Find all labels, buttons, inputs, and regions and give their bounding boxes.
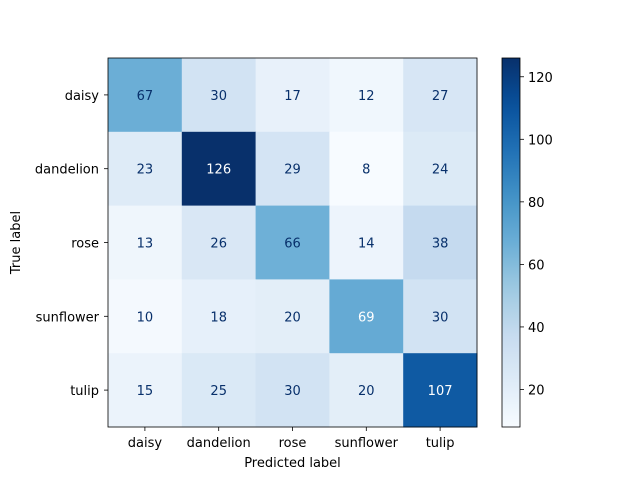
- cell-value-label: 38: [432, 237, 449, 252]
- heatmap-cells: [108, 58, 478, 428]
- heatmap-cell: [255, 353, 330, 428]
- x-tick-label: dandelion: [187, 436, 251, 451]
- heatmap-cell: [329, 131, 404, 207]
- heatmap-cell: [181, 205, 257, 280]
- heatmap-cell: [329, 353, 404, 428]
- cell-value-label: 30: [432, 310, 449, 325]
- heatmap-cell: [108, 353, 183, 428]
- cell-value-label: 20: [358, 384, 375, 399]
- colorbar-ticks: 20 40 60 80 100 120: [520, 71, 553, 398]
- cell-value-label: 30: [210, 89, 227, 104]
- heatmap-cell: [329, 205, 404, 280]
- colorbar: [501, 57, 521, 428]
- y-tick-label: sunflower: [36, 310, 100, 325]
- cell-value-label: 24: [432, 163, 449, 178]
- cell-value-label: 12: [358, 89, 375, 104]
- heatmap-cell: [108, 58, 183, 133]
- cell-value-label: 10: [137, 310, 154, 325]
- heatmap-cell: [329, 58, 404, 133]
- colorbar-tick-label: 20: [528, 383, 545, 398]
- cell-value-label: 30: [284, 384, 301, 399]
- cell-value-label: 18: [210, 310, 227, 325]
- x-tick-label: rose: [279, 436, 307, 451]
- heatmap-cell: [403, 353, 478, 428]
- y-tick-label: rose: [71, 237, 99, 252]
- colorbar-tick-label: 80: [528, 196, 545, 211]
- cell-value-label: 69: [358, 310, 375, 325]
- heatmap-cell: [255, 279, 330, 354]
- cell-value-label: 8: [362, 163, 370, 178]
- cell-value-label: 27: [432, 89, 449, 104]
- y-axis-ticks: daisy dandelion rose sunflower tulip: [35, 89, 108, 399]
- colorbar-tick-label: 100: [528, 133, 553, 148]
- x-axis-title: Predicted label: [244, 456, 341, 471]
- cell-value-label: 23: [137, 163, 154, 178]
- cell-value-label: 29: [284, 163, 301, 178]
- cell-value-label: 66: [284, 237, 301, 252]
- heatmap-cell: [181, 131, 257, 207]
- colorbar-tick-label: 120: [528, 71, 553, 86]
- colorbar-tick-label: 40: [528, 321, 545, 336]
- cell-value-label: 15: [137, 384, 154, 399]
- heatmap-cell: [329, 279, 404, 354]
- heatmap-cell: [255, 58, 330, 133]
- x-axis-ticks: daisy dandelion rose sunflower tulip: [128, 427, 455, 451]
- heatmap-cell: [403, 205, 478, 280]
- cell-value-label: 14: [358, 237, 375, 252]
- heatmap-cell: [108, 279, 183, 354]
- x-tick-label: sunflower: [335, 436, 399, 451]
- cell-value-label: 107: [428, 384, 453, 399]
- cell-value-label: 26: [210, 237, 227, 252]
- x-tick-label: tulip: [426, 436, 455, 451]
- cell-value-label: 67: [137, 89, 154, 104]
- y-tick-label: dandelion: [35, 163, 99, 178]
- heatmap-cell-labels: 67 30 17 12 27 23 126 29 8 24 13 26 66 14 38 10 18 20 69 30…: [137, 89, 453, 399]
- heatmap-cell: [255, 131, 330, 207]
- cell-value-label: 17: [284, 89, 301, 104]
- y-tick-label: tulip: [70, 384, 99, 399]
- heatmap-cell: [108, 131, 183, 207]
- heatmap-cell: [181, 353, 257, 428]
- heatmap-cell: [255, 205, 330, 280]
- heatmap-cell: [403, 279, 478, 354]
- y-tick-label: daisy: [65, 89, 100, 104]
- heatmap-cell: [403, 58, 478, 133]
- cell-value-label: 20: [284, 310, 301, 325]
- y-axis-title: True label: [9, 211, 24, 275]
- heatmap-cell: [181, 279, 257, 354]
- cell-value-label: 25: [210, 384, 227, 399]
- heatmap-cell: [181, 58, 257, 133]
- heatmap-cell: [108, 205, 183, 280]
- x-tick-label: daisy: [128, 436, 163, 451]
- cell-value-label: 13: [137, 237, 154, 252]
- heatmap-cell: [403, 131, 478, 207]
- colorbar-tick-label: 60: [528, 258, 545, 273]
- cell-value-label: 126: [206, 163, 231, 178]
